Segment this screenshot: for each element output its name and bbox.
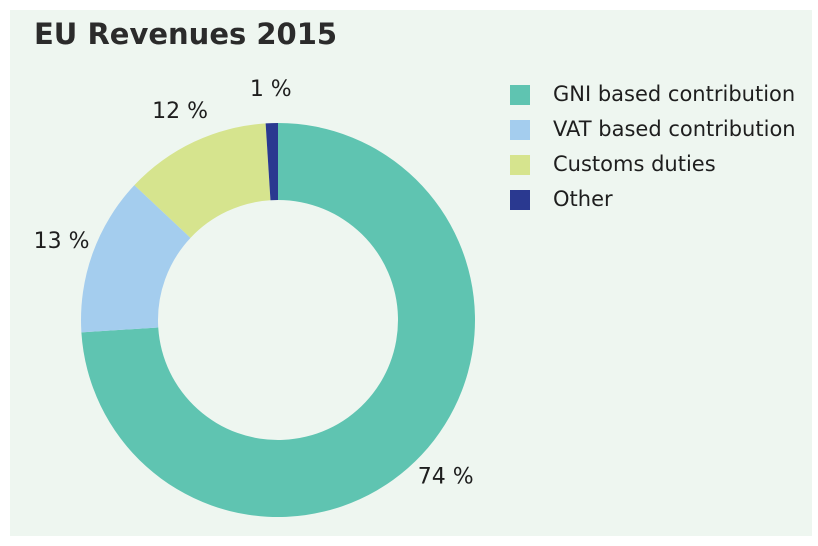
legend-label: GNI based contribution <box>553 82 795 106</box>
donut-slice <box>134 123 271 238</box>
data-label: 74 % <box>418 464 474 489</box>
data-label: 13 % <box>34 229 90 254</box>
data-label: 1 % <box>250 77 292 102</box>
legend-swatch <box>510 120 530 140</box>
legend-label: VAT based contribution <box>553 117 796 141</box>
data-label: 12 % <box>152 99 208 124</box>
legend-label: Other <box>553 187 613 211</box>
donut-slice <box>81 123 475 517</box>
donut-slice <box>265 123 278 201</box>
legend-swatch <box>510 155 530 175</box>
donut-slice <box>81 185 191 333</box>
legend-swatch <box>510 85 530 105</box>
legend-swatch <box>510 190 530 210</box>
chart-title: EU Revenues 2015 <box>34 17 337 51</box>
legend-label: Customs duties <box>553 152 716 176</box>
